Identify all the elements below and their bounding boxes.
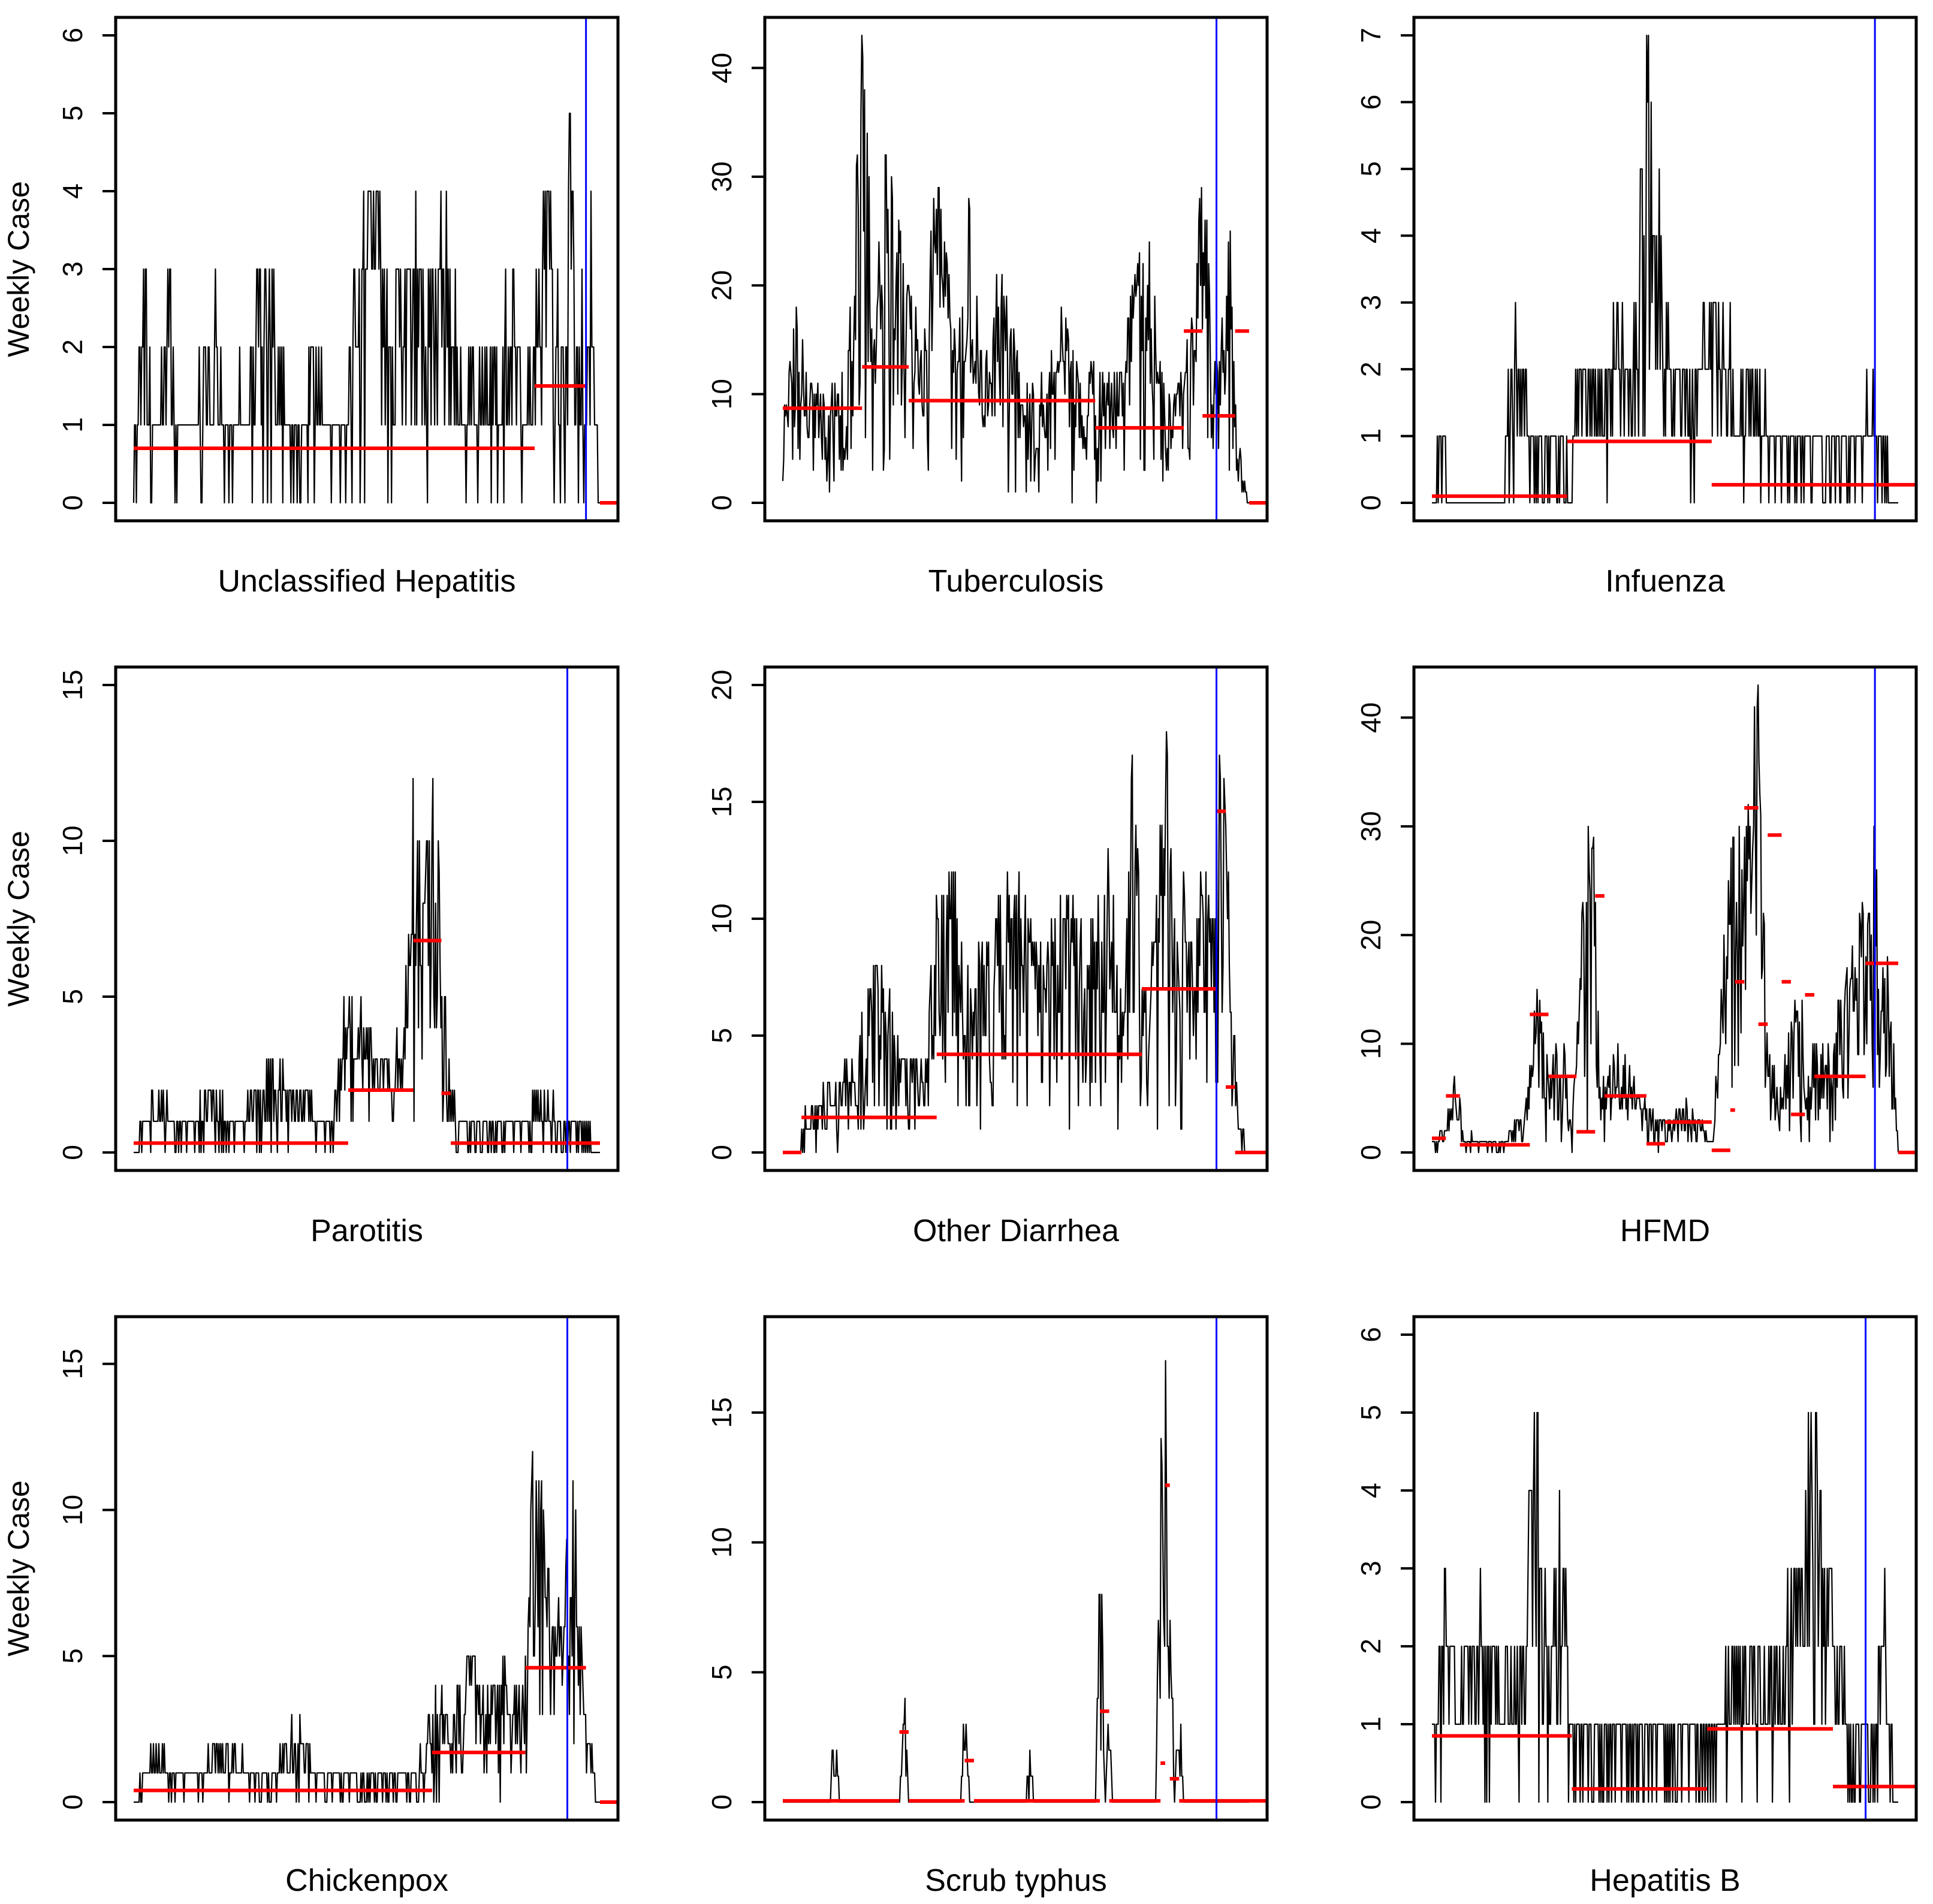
y-tick-label: 15 bbox=[57, 669, 88, 700]
y-tick-label: 4 bbox=[1355, 1483, 1386, 1498]
panel-title: HFMD bbox=[1620, 1214, 1710, 1248]
y-tick-label: 15 bbox=[57, 1348, 88, 1379]
y-tick-label: 5 bbox=[57, 989, 88, 1004]
panel-frame bbox=[763, 1315, 1269, 1822]
weekly-series-line bbox=[134, 1450, 600, 1803]
panel-title: Other Diarrhea bbox=[913, 1214, 1119, 1248]
y-tick-label: 5 bbox=[57, 1648, 88, 1664]
y-tick-label: 4 bbox=[1355, 228, 1386, 243]
y-tick-label: 0 bbox=[1355, 495, 1386, 511]
y-tick-label: 0 bbox=[57, 495, 88, 511]
panel-chickenpox: 0 5 10 15 Weekly Case Chickenpox bbox=[2, 1315, 620, 1898]
y-tick-label: 10 bbox=[706, 903, 737, 934]
y-tick-label: 2 bbox=[57, 339, 88, 355]
y-axis-title: Weekly Case bbox=[2, 831, 35, 1007]
weekly-series-line bbox=[1432, 34, 1898, 504]
y-tick-label: 20 bbox=[706, 669, 737, 700]
y-tick-label: 1 bbox=[1355, 1716, 1386, 1732]
weekly-series-line bbox=[132, 112, 600, 504]
y-tick-label: 10 bbox=[1355, 1028, 1386, 1059]
weekly-series-line bbox=[1432, 684, 1899, 1154]
y-tick-label: 5 bbox=[706, 1665, 737, 1680]
panel-frame bbox=[114, 665, 620, 1172]
panel-title: Infuenza bbox=[1605, 564, 1725, 599]
panel-title: Parotitis bbox=[310, 1214, 423, 1248]
y-tick-label: 20 bbox=[1355, 920, 1386, 951]
panel-frame bbox=[114, 1315, 620, 1822]
y-tick-label: 6 bbox=[1355, 1327, 1386, 1342]
y-tick-label: 2 bbox=[1355, 1639, 1386, 1654]
y-tick-label: 10 bbox=[57, 825, 88, 856]
y-axis-title: Weekly Case bbox=[2, 181, 35, 357]
y-tick-label: 20 bbox=[706, 270, 737, 301]
panel-title: Scrub typhus bbox=[925, 1863, 1107, 1898]
panel-other-diarrhea: 0 5 10 15 20 Other Diarrhea bbox=[706, 665, 1269, 1248]
panel-scrub-typhus: 0 5 10 15 Scrub typhus bbox=[706, 1315, 1269, 1898]
y-tick-label: 0 bbox=[57, 1145, 88, 1160]
y-tick-label: 5 bbox=[1355, 161, 1386, 177]
panel-unclassified-hepatitis: 0 1 2 3 4 5 6 Weekly Case Unclassified Hepatitis bbox=[2, 16, 620, 599]
y-tick-label: 3 bbox=[57, 261, 88, 277]
y-tick-label: 15 bbox=[706, 786, 737, 817]
y-tick-label: 40 bbox=[706, 53, 737, 83]
panel-title: Unclassified Hepatitis bbox=[218, 564, 515, 599]
y-tick-label: 6 bbox=[1355, 95, 1386, 110]
y-tick-label: 0 bbox=[706, 495, 737, 511]
panel-hfmd: 0 10 20 30 40 HFMD bbox=[1355, 665, 1918, 1248]
weekly-series-line bbox=[1432, 1411, 1898, 1803]
weekly-series-line bbox=[783, 731, 1249, 1154]
y-tick-label: 6 bbox=[57, 28, 88, 43]
y-tick-label: 1 bbox=[57, 417, 88, 433]
y-tick-label: 10 bbox=[706, 379, 737, 409]
y-tick-label: 5 bbox=[706, 1028, 737, 1043]
y-axis-title: Weekly Case bbox=[2, 1480, 35, 1656]
panel-title: Hepatitis B bbox=[1590, 1863, 1740, 1898]
y-tick-label: 0 bbox=[1355, 1794, 1386, 1810]
y-tick-label: 5 bbox=[57, 105, 88, 121]
y-tick-label: 5 bbox=[1355, 1405, 1386, 1420]
panel-infuenza: 0 1 2 3 4 5 6 7 Infuenza bbox=[1355, 16, 1918, 599]
y-tick-label: 7 bbox=[1355, 28, 1386, 43]
weekly-series-line bbox=[782, 34, 1249, 504]
y-tick-label: 3 bbox=[1355, 1561, 1386, 1576]
y-tick-label: 0 bbox=[706, 1794, 737, 1810]
y-tick-label: 40 bbox=[1355, 702, 1386, 733]
y-tick-label: 30 bbox=[1355, 811, 1386, 841]
panel-frame bbox=[1412, 16, 1918, 523]
y-tick-label: 0 bbox=[1355, 1145, 1386, 1160]
weekly-series-line bbox=[783, 1360, 1249, 1803]
panel-title: Chickenpox bbox=[285, 1863, 448, 1898]
y-tick-label: 10 bbox=[57, 1495, 88, 1525]
panel-hepatitis-b: 0 1 2 3 4 5 6 Hepatitis B bbox=[1355, 1315, 1918, 1898]
y-tick-label: 0 bbox=[57, 1794, 88, 1810]
panel-frame bbox=[1412, 665, 1918, 1172]
y-tick-label: 30 bbox=[706, 161, 737, 192]
panel-parotitis: 0 5 10 15 Weekly Case Parotitis bbox=[2, 665, 620, 1248]
y-tick-label: 10 bbox=[706, 1527, 737, 1558]
weekly-series-line bbox=[134, 777, 600, 1154]
y-tick-label: 3 bbox=[1355, 295, 1386, 310]
panel-title: Tuberculosis bbox=[928, 564, 1104, 599]
y-tick-label: 15 bbox=[706, 1397, 737, 1428]
y-tick-label: 2 bbox=[1355, 361, 1386, 377]
y-tick-label: 4 bbox=[57, 183, 88, 199]
panel-frame bbox=[763, 16, 1269, 523]
y-tick-label: 0 bbox=[706, 1145, 737, 1160]
y-tick-label: 1 bbox=[1355, 429, 1386, 444]
panel-tuberculosis: 0 10 20 30 40 Tuberculosis bbox=[706, 16, 1269, 599]
